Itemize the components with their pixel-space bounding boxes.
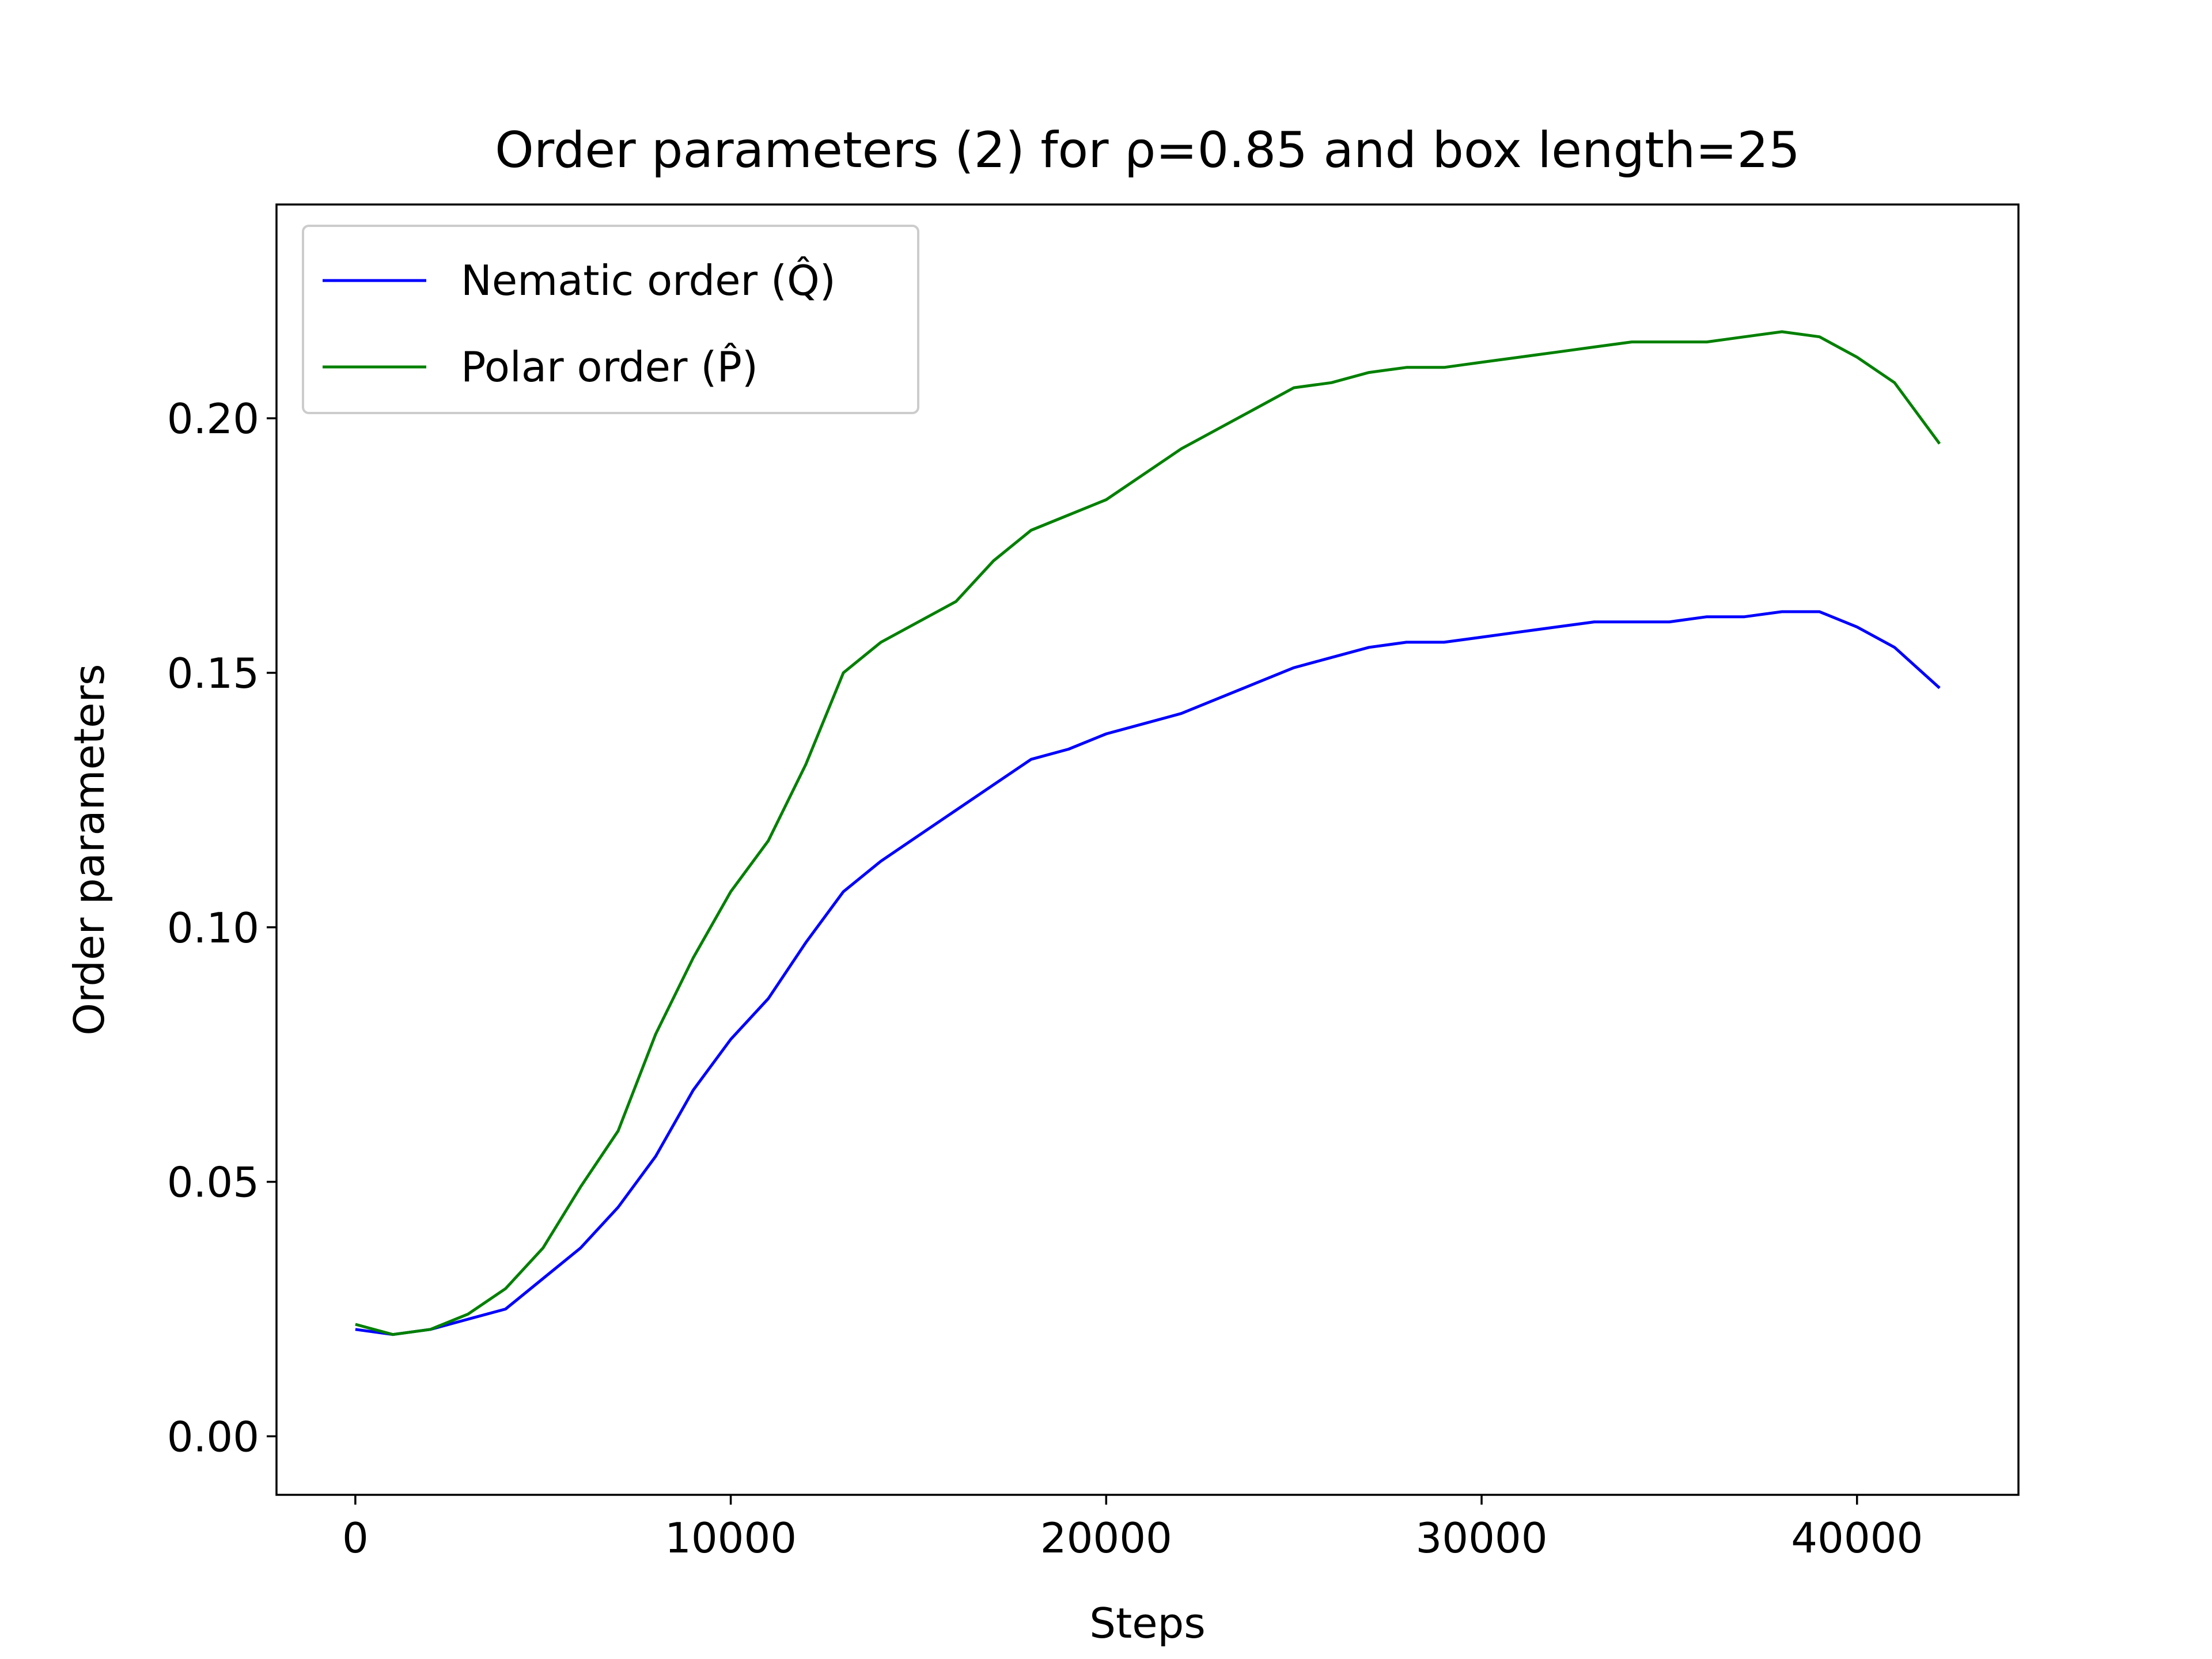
y-tick-label: 0.10 (167, 904, 259, 952)
x-tick-label: 30000 (1416, 1514, 1548, 1562)
legend-label-polar: Polar order (P̂) (461, 343, 758, 391)
x-axis-label: Steps (1089, 1599, 1205, 1647)
series-line-nematic (355, 610, 1941, 1336)
x-axis: 0 10000 20000 30000 40000 (342, 1495, 1923, 1562)
legend-label-nematic: Nematic order (Q̂) (461, 256, 836, 305)
y-tick-label: 0.20 (167, 395, 259, 443)
y-tick-label: 0.05 (167, 1158, 259, 1207)
legend: Nematic order (Q̂) Polar order (P̂) (302, 225, 919, 414)
legend-box (302, 225, 919, 414)
chart-title: Order parameters (2) for ρ=0.85 and box … (495, 122, 1800, 179)
x-tick-label: 20000 (1040, 1514, 1172, 1562)
y-tick-label: 0.15 (167, 649, 259, 698)
series-layer (355, 330, 1941, 1336)
y-axis-label: Order parameters (65, 664, 113, 1035)
x-tick-label: 40000 (1791, 1514, 1923, 1562)
x-tick-label: 0 (342, 1514, 369, 1562)
y-axis: 0.00 0.05 0.10 0.15 0.20 (167, 395, 276, 1461)
plot-frame (275, 203, 2020, 1496)
series-line-polar (355, 330, 1941, 1336)
y-tick-label: 0.00 (167, 1412, 259, 1461)
x-tick-label: 10000 (665, 1514, 797, 1562)
